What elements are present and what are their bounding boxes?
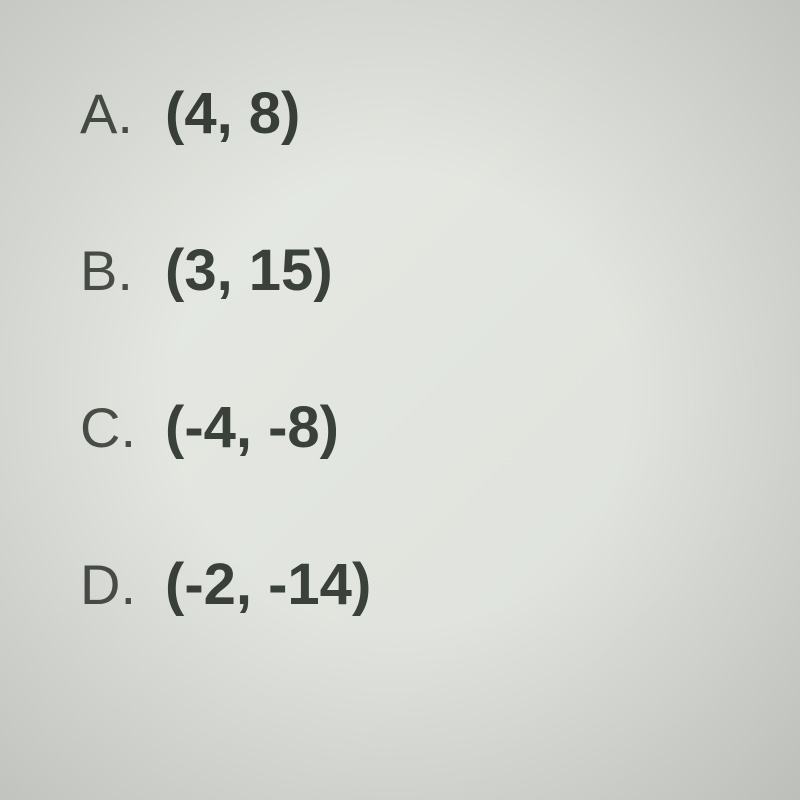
option-letter: B. bbox=[80, 238, 145, 303]
option-value: (3, 15) bbox=[165, 237, 333, 304]
option-value: (-4, -8) bbox=[165, 394, 339, 461]
option-a[interactable]: A. (4, 8) bbox=[80, 80, 720, 147]
option-d[interactable]: D. (-2, -14) bbox=[80, 551, 720, 618]
option-value: (4, 8) bbox=[165, 80, 300, 147]
option-letter: C. bbox=[80, 395, 145, 460]
multiple-choice-options: A. (4, 8) B. (3, 15) C. (-4, -8) D. (-2,… bbox=[80, 60, 720, 618]
option-letter: A. bbox=[80, 81, 145, 146]
option-b[interactable]: B. (3, 15) bbox=[80, 237, 720, 304]
option-value: (-2, -14) bbox=[165, 551, 371, 618]
option-letter: D. bbox=[80, 552, 145, 617]
option-c[interactable]: C. (-4, -8) bbox=[80, 394, 720, 461]
